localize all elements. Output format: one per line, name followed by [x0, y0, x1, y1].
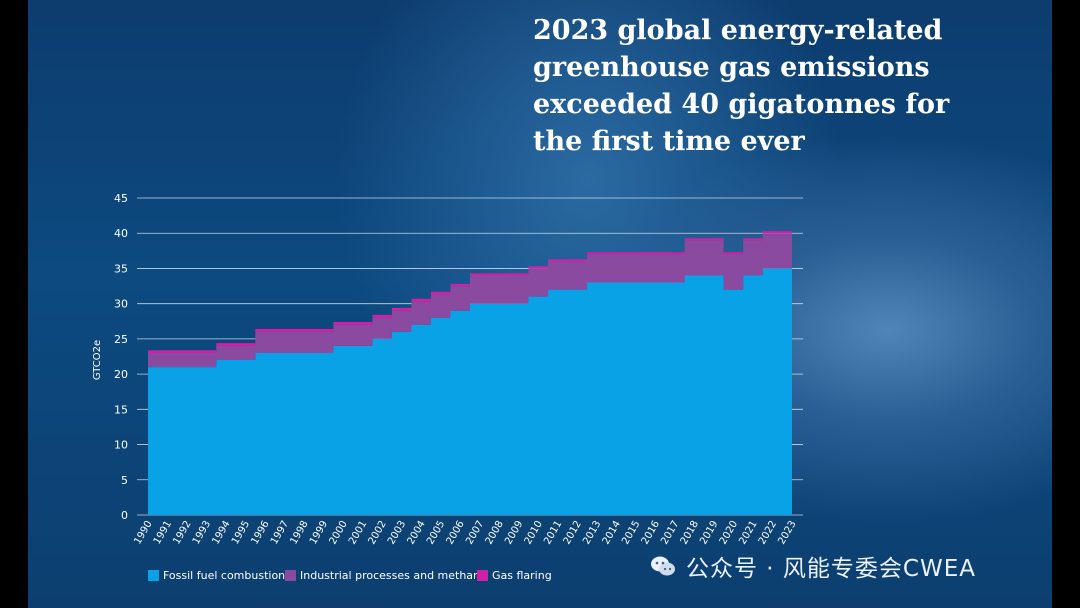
chart-title: 2023 global energy-related greenhouse ga…	[533, 15, 950, 157]
x-tick-label: 2008	[484, 519, 506, 547]
y-axis-label: GTCO2e	[92, 340, 103, 380]
x-tick-label: 2004	[406, 519, 428, 547]
x-tick-label: 1994	[210, 519, 232, 547]
y-tick-label: 35	[114, 262, 128, 275]
x-tick-label: 2000	[328, 519, 350, 547]
x-tick-label: 2011	[542, 519, 564, 547]
y-tick-label: 30	[114, 298, 128, 311]
x-tick-label: 2007	[464, 519, 486, 547]
x-tick-label: 1993	[191, 519, 213, 547]
wechat-icon	[651, 556, 675, 576]
legend-fossil: Fossil fuel combustion	[148, 567, 285, 583]
y-tick-label: 15	[114, 403, 128, 416]
x-tick-label: 1999	[308, 519, 330, 547]
legend-swatch-flaring	[477, 569, 488, 581]
x-tick-label: 2002	[367, 519, 389, 547]
legend-swatch-fossil	[148, 569, 159, 581]
x-tick-label: 1998	[288, 519, 310, 547]
x-tick-label: 2019	[698, 519, 720, 547]
x-tick-label: 1997	[269, 519, 291, 547]
x-tick-label: 2023	[776, 519, 798, 547]
x-tick-label: 2005	[425, 519, 447, 547]
legend-label-fossil: Fossil fuel combustion	[163, 568, 286, 582]
x-tick-label: 2001	[347, 519, 369, 547]
x-tick-label: 2015	[620, 519, 642, 547]
watermark-text: 公众号 · 风能专委会CWEA	[686, 556, 977, 582]
x-tick-label: 1990	[132, 519, 154, 547]
x-tick-label: 1991	[152, 519, 174, 547]
x-tick-label: 1995	[230, 519, 252, 547]
x-tick-label: 1992	[171, 519, 193, 547]
x-tick-label: 2016	[640, 519, 662, 547]
x-tick-label: 2018	[679, 519, 701, 547]
y-axis-ticks: 0 5 10 15 20 25 30 35 40 45	[114, 192, 128, 522]
x-tick-label: 2013	[581, 519, 603, 547]
x-tick-label: 2022	[757, 519, 779, 547]
x-tick-label: 2020	[718, 519, 740, 547]
legend-industrial: Industrial processes and methane	[285, 567, 487, 583]
legend-label-industrial: Industrial processes and methane	[300, 568, 487, 582]
x-tick-label: 2021	[737, 519, 759, 547]
y-tick-label: 10	[114, 439, 128, 452]
x-axis-ticks: 1990199119921993199419951996199719981999…	[132, 519, 798, 547]
y-tick-label: 45	[114, 192, 128, 205]
y-tick-label: 0	[121, 509, 128, 522]
x-tick-label: 2006	[445, 519, 467, 547]
x-tick-label: 2009	[503, 519, 525, 547]
y-tick-label: 40	[114, 227, 128, 240]
x-tick-label: 2014	[601, 519, 623, 547]
y-tick-label: 20	[114, 368, 128, 381]
area-series-0	[148, 268, 792, 515]
legend-label-flaring: Gas flaring	[492, 568, 552, 582]
x-tick-label: 2017	[659, 519, 681, 547]
watermark: 公众号 · 风能专委会CWEA	[650, 551, 977, 582]
y-tick-label: 25	[114, 333, 128, 346]
x-tick-label: 2010	[523, 519, 545, 547]
x-tick-label: 2012	[562, 519, 584, 547]
legend-swatch-industrial	[285, 569, 296, 581]
legend-flaring: Gas flaring	[477, 567, 552, 583]
x-tick-label: 1996	[249, 519, 271, 547]
area-series-1	[148, 233, 792, 368]
x-tick-label: 2003	[386, 519, 408, 547]
area-series	[148, 231, 792, 515]
y-tick-label: 5	[121, 474, 128, 487]
